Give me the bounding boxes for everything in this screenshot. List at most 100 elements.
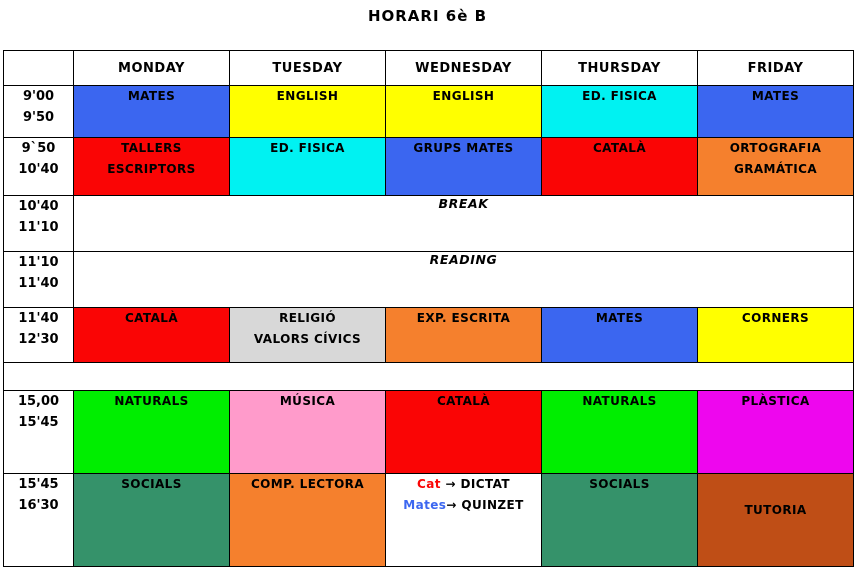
subject-cell: CORNERS: [697, 307, 854, 363]
subject-line: MATES: [751, 89, 800, 103]
time-cell: 11'40 12'30: [3, 307, 74, 363]
page-title: HORARI 6è B: [367, 7, 488, 25]
subject-line: CORNERS: [741, 311, 810, 325]
subject-line: ENGLISH: [276, 89, 339, 103]
subject-line: EXP. ESCRITA: [416, 311, 511, 325]
day-header-tuesday: TUESDAY: [229, 50, 386, 86]
time-line: 9`50: [21, 141, 56, 156]
subject-line: RELIGIÓ: [279, 311, 336, 325]
time-line: 10'40: [18, 199, 59, 214]
subject-cell: GRUPS MATES: [385, 137, 542, 196]
subject-cell: TUTORIA: [697, 473, 854, 567]
subject-line: GRUPS MATES: [413, 141, 514, 155]
time-column-header: [3, 50, 74, 86]
subject-line: Mates→ QUINZET: [387, 495, 541, 516]
time-cell: 9`50 10'40: [3, 137, 74, 196]
time-line: 10'40: [18, 162, 59, 177]
time-line: 15,00: [17, 394, 60, 409]
subject-line: MATES: [127, 89, 176, 103]
day-header-wednesday: WEDNESDAY: [385, 50, 542, 86]
subject-cell: MÚSICA: [229, 390, 386, 474]
subject-cell: TALLERS ESCRIPTORS: [73, 137, 230, 196]
timetable-row: 10'40 11'10 BREAK: [3, 195, 854, 252]
timetable-row: [3, 362, 854, 391]
subject-line: GRAMÁTICA: [733, 162, 818, 176]
subject-cell: MATES: [73, 85, 230, 138]
subject-line: ENGLISH: [432, 89, 495, 103]
subject-text-segment: Cat: [417, 477, 446, 491]
subject-line: MATES: [595, 311, 644, 325]
gap-row: [3, 362, 854, 391]
subject-line: VALORS CÍVICS: [253, 332, 362, 346]
time-cell: 11'10 11'40: [3, 251, 74, 308]
subject-line: CATALÀ: [592, 141, 647, 155]
timetable-row: 9'00 9'50 MATES ENGLISH ENGLISH ED. FISICA MAT…: [3, 85, 854, 138]
subject-cell: NATURALS: [73, 390, 230, 474]
subject-line: SOCIALS: [589, 477, 650, 491]
day-header-monday: MONDAY: [73, 50, 230, 86]
subject-cell: CATALÀ: [541, 137, 698, 196]
time-cell: 10'40 11'10: [3, 195, 74, 252]
subject-cell: ENGLISH: [385, 85, 542, 138]
timetable-row: 15'45 16'30 SOCIALS COMP. LECTORA Cat → DICT…: [3, 473, 854, 567]
subject-line: CATALÀ: [436, 394, 491, 408]
subject-cell: COMP. LECTORA: [229, 473, 386, 567]
subject-line: ED. FISICA: [270, 141, 345, 155]
timetable-row: 15,00 15'45 NATURALS MÚSICA CATALÀ NATURALS PL…: [3, 390, 854, 474]
subject-cell: NATURALS: [541, 390, 698, 474]
time-line: 11'10: [18, 220, 59, 235]
subject-text-segment: → QUINZET: [446, 498, 524, 512]
time-line: 11'10: [18, 255, 59, 270]
reading-cell: READING: [73, 251, 854, 308]
timetable-row: 11'10 11'40 READING: [3, 251, 854, 308]
subject-cell: Cat → DICTAT Mates→ QUINZET: [385, 473, 542, 567]
subject-line: Cat → DICTAT: [387, 475, 541, 496]
subject-line: MÚSICA: [279, 394, 336, 408]
subject-cell: CATALÀ: [73, 307, 230, 363]
subject-cell: ED. FISICA: [541, 85, 698, 138]
subject-line: ORTOGRAFIA: [729, 141, 822, 155]
time-line: 15'45: [18, 477, 59, 492]
subject-cell: EXP. ESCRITA: [385, 307, 542, 363]
time-line: 16'30: [18, 498, 59, 513]
subject-line: TALLERS: [121, 141, 182, 155]
subject-cell: PLÀSTICA: [697, 390, 854, 474]
day-header-thursday: THURSDAY: [541, 50, 698, 86]
time-line: 9'00: [22, 89, 55, 104]
time-cell: 15,00 15'45: [3, 390, 74, 474]
subject-line: SOCIALS: [121, 477, 182, 491]
subject-line: NATURALS: [114, 394, 189, 408]
subject-text-segment: Mates: [403, 498, 447, 512]
time-line: 15'45: [18, 415, 59, 430]
subject-line: NATURALS: [582, 394, 657, 408]
time-cell: 9'00 9'50: [3, 85, 74, 138]
subject-cell: CATALÀ: [385, 390, 542, 474]
subject-cell: RELIGIÓ VALORS CÍVICS: [229, 307, 386, 363]
subject-line: ESCRIPTORS: [107, 162, 196, 176]
subject-line: COMP. LECTORA: [250, 477, 365, 491]
subject-cell: ED. FISICA: [229, 137, 386, 196]
subject-cell: SOCIALS: [541, 473, 698, 567]
subject-line: TUTORIA: [744, 503, 807, 517]
time-line: 11'40: [18, 311, 59, 326]
timetable-body: 9'00 9'50 MATES ENGLISH ENGLISH ED. FISICA MAT…: [3, 85, 854, 567]
time-cell: 15'45 16'30: [3, 473, 74, 567]
subject-cell: SOCIALS: [73, 473, 230, 567]
time-line: 9'50: [22, 110, 55, 125]
break-cell: BREAK: [73, 195, 854, 252]
timetable-row: 11'40 12'30 CATALÀ RELIGIÓ VALORS CÍVICS EXP.…: [3, 307, 854, 363]
day-header-friday: FRIDAY: [697, 50, 854, 86]
time-line: 11'40: [18, 276, 59, 291]
subject-cell: MATES: [541, 307, 698, 363]
timetable-header: MONDAY TUESDAY WEDNESDAY THURSDAY FRIDAY: [3, 50, 854, 86]
subject-line: PLÀSTICA: [741, 394, 810, 408]
time-line: 12'30: [18, 332, 59, 347]
subject-line: ED. FISICA: [582, 89, 657, 103]
subject-cell: ORTOGRAFIA GRAMÁTICA: [697, 137, 854, 196]
subject-line: CATALÀ: [124, 311, 179, 325]
timetable: MONDAY TUESDAY WEDNESDAY THURSDAY FRIDAY 9'0…: [3, 50, 854, 567]
timetable-row: 9`50 10'40 TALLERS ESCRIPTORS ED. FISICA GRUP…: [3, 137, 854, 196]
subject-cell: ENGLISH: [229, 85, 386, 138]
subject-cell: MATES: [697, 85, 854, 138]
